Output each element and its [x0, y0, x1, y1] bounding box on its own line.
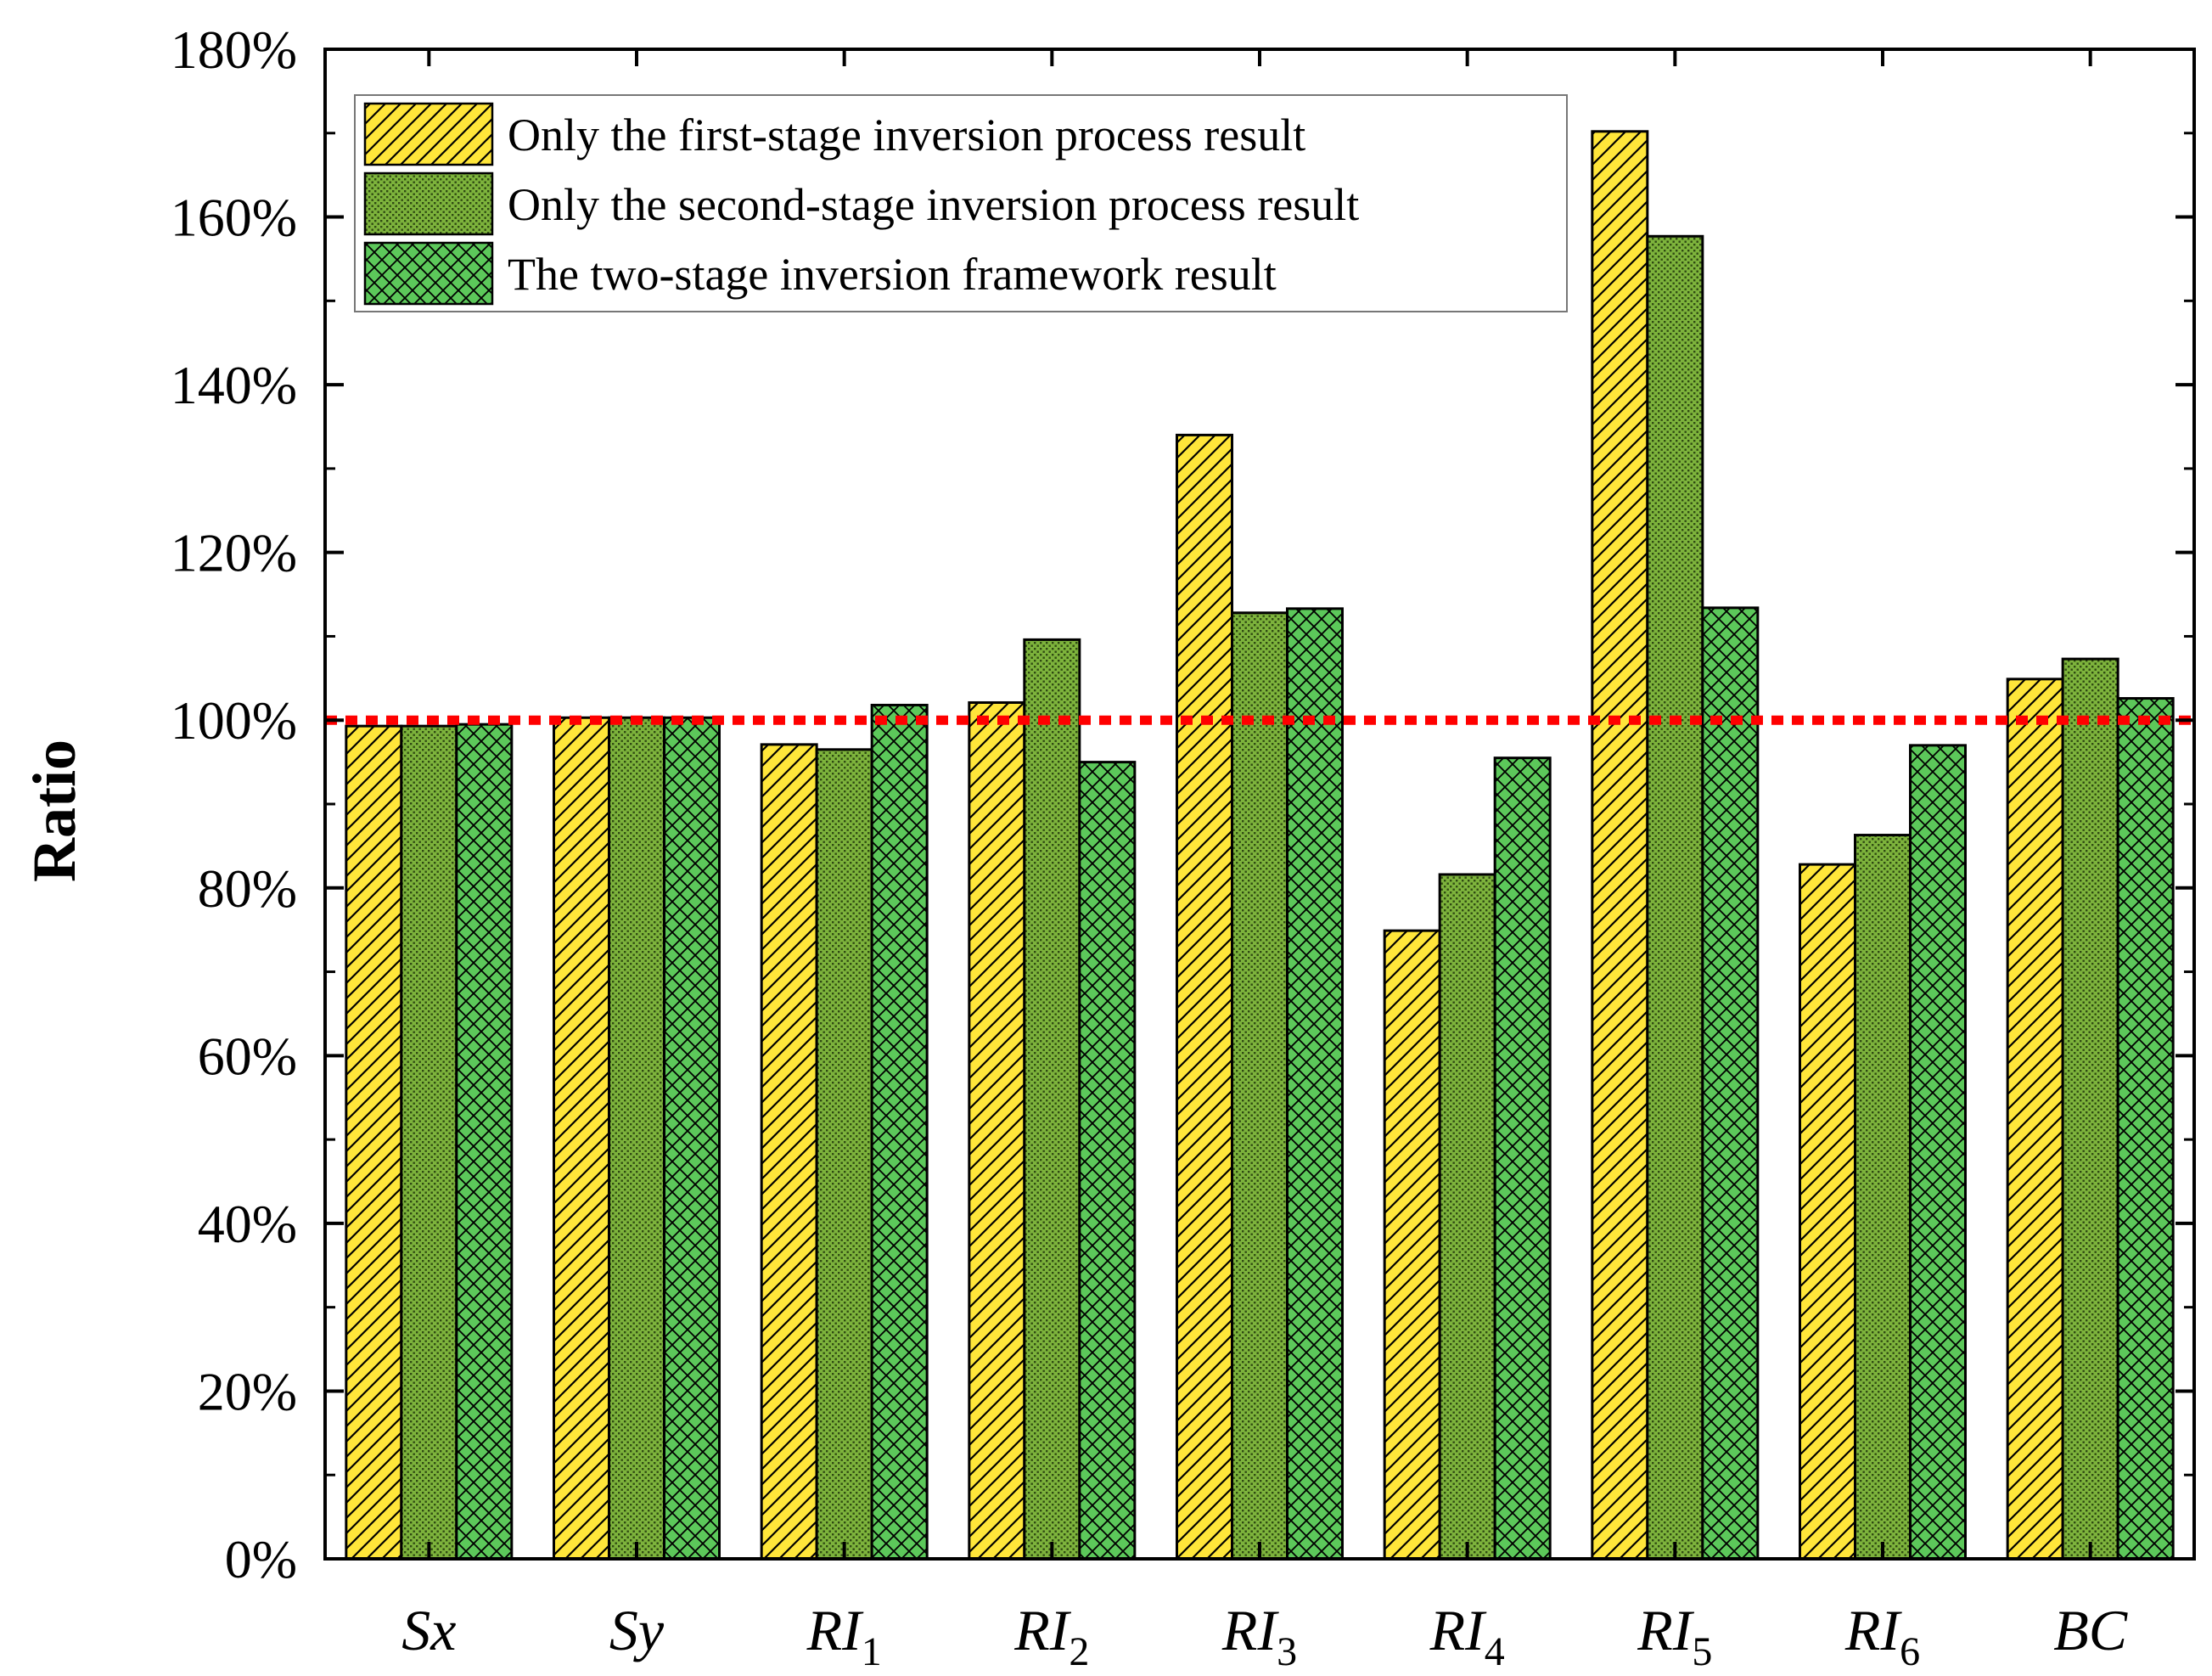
bar-series2-cat9 — [2061, 657, 2119, 1561]
legend-swatch-two-stage — [363, 241, 494, 306]
y-tick-label-40: 40% — [198, 1194, 297, 1254]
axes-layer: 0% 20% 40% 60% 80% 100% 120% 140% 160% 180% Sx Sy RI… — [171, 20, 2196, 1674]
bar-series3-cat9 — [2116, 697, 2175, 1561]
bar-series1-cat9 — [2006, 678, 2064, 1561]
bar-series3-cat3 — [870, 703, 929, 1561]
bar-series3-cat8 — [1909, 744, 1967, 1561]
bar-series2-cat1 — [400, 724, 458, 1561]
bar-series1-cat5 — [1176, 433, 1233, 1561]
bar-series2-cat6 — [1438, 873, 1496, 1561]
y-tick-label-20: 20% — [198, 1361, 297, 1421]
x-category-label-6: RI4 — [1429, 1598, 1505, 1674]
y-tick-label-120: 120% — [171, 523, 297, 583]
y-tick-label-80: 80% — [198, 858, 297, 919]
legend-label-first-stage: Only the first-stage inversion process r… — [508, 110, 1305, 160]
x-category-label-3: RI1 — [806, 1598, 882, 1674]
bar-series2-cat5 — [1231, 611, 1288, 1561]
bar-series1-cat7 — [1591, 130, 1649, 1561]
y-tick-label-60: 60% — [198, 1026, 297, 1086]
bar-series3-cat1 — [455, 723, 514, 1561]
bars-layer — [345, 130, 2175, 1561]
bar-series3-cat2 — [663, 716, 721, 1561]
legend-box — [354, 94, 1568, 312]
bar-series1-cat6 — [1383, 929, 1441, 1561]
y-axis-label: Ratio — [20, 740, 88, 882]
bar-series1-cat1 — [345, 724, 403, 1561]
y-tick-label-100: 100% — [171, 690, 297, 751]
x-category-label-5: RI3 — [1221, 1598, 1297, 1674]
bar-series2-cat7 — [1646, 234, 1704, 1561]
x-category-label-9: BC — [2053, 1598, 2128, 1662]
x-category-label-7: RI5 — [1637, 1598, 1712, 1674]
bar-series2-cat8 — [1854, 834, 1912, 1561]
bar-series2-cat3 — [815, 748, 873, 1561]
y-tick-label-0: 0% — [225, 1529, 297, 1589]
y-tick-label-180: 180% — [171, 20, 297, 80]
legend-swatch-first-stage — [363, 102, 494, 166]
legend-swatch-second-stage — [363, 172, 494, 236]
bar-series1-cat2 — [553, 716, 610, 1561]
x-category-label-2: Sy — [609, 1598, 665, 1662]
bar-series3-cat6 — [1493, 756, 1552, 1561]
x-category-label-8: RI6 — [1844, 1598, 1920, 1674]
y-tick-label-140: 140% — [171, 355, 297, 415]
x-category-label-4: RI2 — [1013, 1598, 1089, 1674]
x-category-label-1: Sx — [401, 1598, 456, 1662]
bar-series3-cat5 — [1286, 607, 1344, 1561]
bar-series2-cat2 — [608, 716, 665, 1561]
bar-series3-cat4 — [1078, 761, 1137, 1561]
legend: Only the first-stage inversion process r… — [354, 94, 1568, 312]
bar-series1-cat4 — [968, 700, 1026, 1561]
legend-label-two-stage: The two-stage inversion framework result — [508, 249, 1277, 300]
bar-series1-cat8 — [1799, 863, 1856, 1561]
y-tick-label-160: 160% — [171, 188, 297, 248]
bar-series1-cat3 — [760, 743, 818, 1561]
bar-series2-cat4 — [1023, 638, 1081, 1561]
bar-series3-cat7 — [1701, 606, 1760, 1561]
legend-label-second-stage: Only the second-stage inversion process … — [508, 179, 1359, 230]
